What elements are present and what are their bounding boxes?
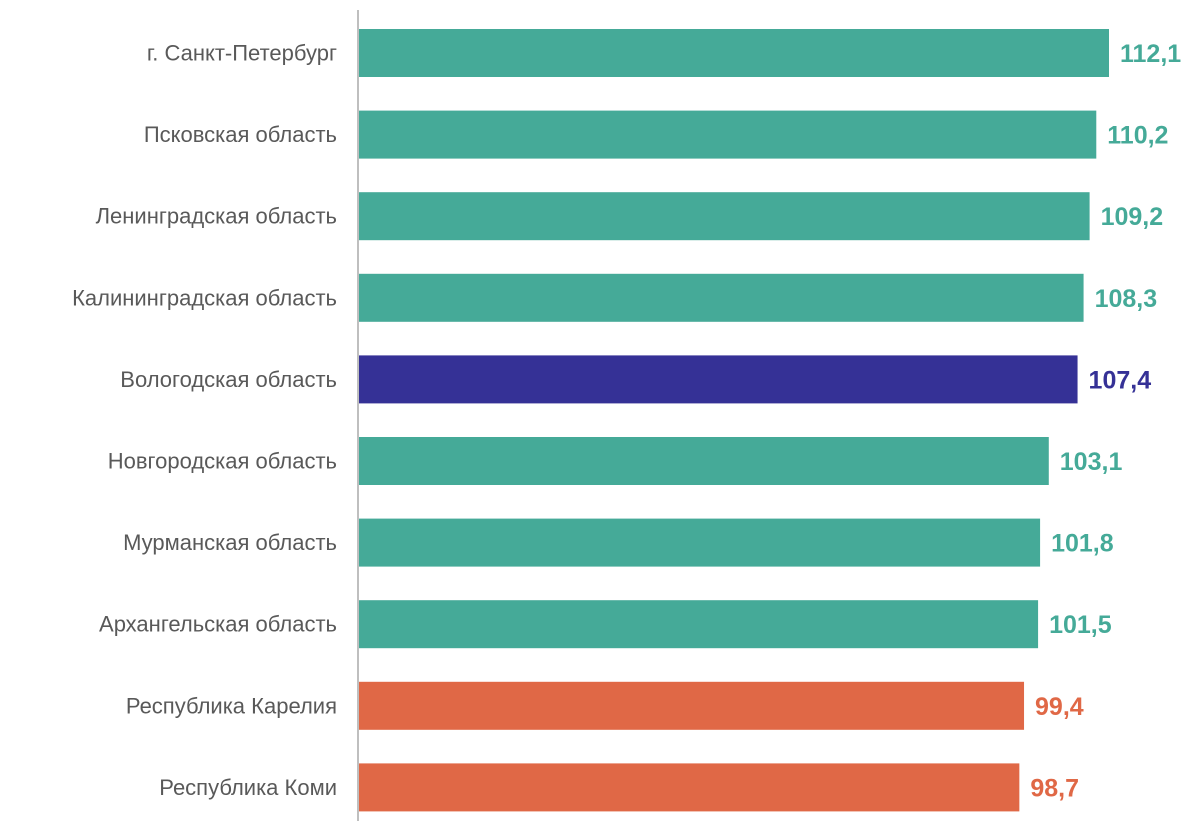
category-label: Архангельская область: [99, 612, 337, 637]
value-label: 103,1: [1060, 448, 1123, 476]
category-label: Республика Коми: [159, 775, 337, 800]
bar: [359, 600, 1039, 649]
value-label: 109,2: [1101, 203, 1164, 231]
value-label: 101,5: [1049, 611, 1112, 639]
category-labels-group: г. Санкт-Петербург Псковская область Ленин…: [72, 41, 337, 800]
bar: [359, 437, 1049, 485]
category-label: Ленинградская область: [96, 204, 337, 229]
value-label: 98,7: [1030, 774, 1079, 802]
value-label: 101,8: [1051, 530, 1114, 558]
category-label: Новгородская область: [108, 449, 337, 474]
value-label: 108,3: [1095, 285, 1158, 313]
value-label: 110,2: [1107, 122, 1168, 150]
category-label: г. Санкт-Петербург: [147, 41, 337, 66]
bars-group: [359, 29, 1109, 812]
category-label: Калининградская область: [72, 285, 337, 310]
value-label: 107,4: [1089, 366, 1152, 394]
bar: [359, 273, 1084, 322]
bar: [359, 29, 1109, 77]
bar: [359, 192, 1090, 241]
bar: [359, 355, 1078, 404]
value-label: 112,1: [1120, 40, 1181, 68]
category-label: Псковская область: [144, 122, 337, 147]
value-label: 99,4: [1035, 693, 1084, 721]
value-labels-group: 112,1 110,2 109,2 108,3 107,4 103,1 101,8 101,5…: [1030, 40, 1181, 802]
category-label: Вологодская область: [120, 367, 337, 392]
bar: [359, 763, 1020, 812]
bar: [359, 110, 1097, 159]
bar: [359, 518, 1041, 567]
category-label: Мурманская область: [123, 530, 337, 555]
category-label: Республика Карелия: [126, 693, 337, 718]
bar: [359, 681, 1025, 730]
